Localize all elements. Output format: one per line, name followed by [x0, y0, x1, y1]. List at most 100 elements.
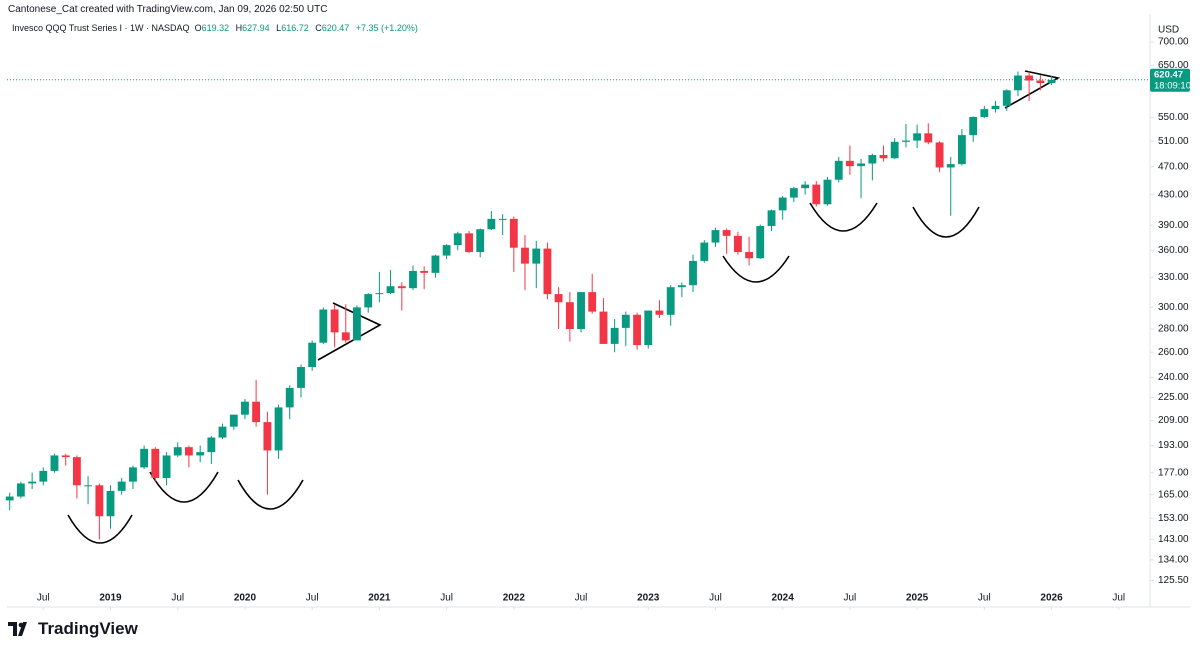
arc [722, 255, 790, 283]
x-tick-label: 2019 [99, 593, 122, 604]
logo-text: TradingView [38, 619, 138, 638]
candle-body [789, 188, 798, 198]
candle-body [677, 285, 686, 288]
y-tick-label: 470.00 [1158, 161, 1189, 172]
candle-body [633, 314, 642, 346]
legend: Invesco QQQ Trust Series I · 1W · NASDAQ… [12, 23, 422, 33]
candle-body [577, 292, 585, 330]
header: Cantonese_Cat created with TradingView.c… [8, 4, 328, 15]
candle-body [218, 426, 227, 438]
candle-body [1047, 79, 1056, 84]
candle-body [453, 233, 462, 246]
candle-body [487, 218, 496, 230]
candle-body [879, 155, 888, 159]
candle-body [140, 448, 149, 468]
candle-body [610, 327, 619, 344]
symbol: Invesco QQQ Trust Series I · 1W · NASDAQ [12, 23, 190, 33]
candle-body [969, 116, 978, 136]
ohlc-value: 619.32 [201, 23, 230, 33]
x-tick-label: 2023 [637, 593, 660, 604]
candle-body [554, 294, 563, 303]
x-tick-label: Jul [709, 593, 722, 604]
candle-body [924, 133, 933, 143]
candle-body [745, 252, 753, 259]
y-tick-label: 360.00 [1158, 245, 1189, 256]
candle-body [756, 226, 765, 259]
ohlc-value: 616.72 [281, 23, 309, 33]
candle-body [341, 332, 350, 341]
y-tick-label: 650.00 [1158, 60, 1189, 71]
candle-body [431, 255, 440, 273]
candle-body [184, 447, 193, 456]
logo-icon [8, 622, 27, 636]
candle-body [902, 140, 910, 142]
candle-body [733, 235, 742, 253]
ohlc-value: 627.94 [242, 23, 270, 33]
candle-body [1036, 80, 1045, 84]
arc [149, 471, 219, 503]
candle-body [207, 437, 216, 453]
y-tick-label: 260.00 [1158, 347, 1189, 358]
candle-body [588, 292, 597, 312]
annotations [67, 70, 1061, 544]
y-tick-label: 153.00 [1158, 513, 1189, 524]
x-tick-label: Jul [306, 593, 319, 604]
candle-body [397, 286, 406, 289]
candle-body [700, 242, 709, 261]
candle-body [599, 311, 608, 344]
candle-body [285, 387, 294, 408]
candle-body [621, 314, 630, 328]
candle-body [364, 294, 373, 308]
candle-body [644, 310, 653, 346]
x-tick-label: Jul [1112, 593, 1125, 604]
x-tick-label: Jul [575, 593, 588, 604]
candle-body [252, 401, 261, 423]
candle-body [1025, 75, 1034, 81]
ohlc-label: L [276, 23, 282, 33]
candle-body [84, 485, 92, 487]
candle-body [173, 447, 182, 456]
candle-body [801, 184, 810, 189]
candle-body [834, 160, 843, 180]
ohlc-label: H [235, 23, 243, 33]
candle-body [151, 448, 160, 479]
candle-body [50, 455, 59, 471]
candle-body [991, 105, 1000, 110]
candle-body [386, 286, 395, 294]
candle-body [28, 481, 37, 484]
candle-body [196, 452, 205, 456]
candle-body [476, 229, 485, 253]
change: +7.35 (+1.20%) [355, 23, 418, 33]
candle-body [95, 485, 104, 517]
candle-body [957, 135, 966, 165]
price-label: 620.47 [1154, 69, 1183, 80]
candle-body [442, 245, 451, 256]
candle-body [946, 164, 955, 168]
candle-body [106, 490, 115, 517]
y-tick-label: 700.00 [1158, 37, 1189, 48]
triangle [317, 302, 382, 361]
y-tick-label: 240.00 [1158, 372, 1189, 383]
candle-body [498, 218, 507, 220]
candle-body [319, 309, 328, 343]
candle-body [353, 307, 361, 341]
candle-body [521, 247, 529, 264]
candle-body [823, 179, 832, 205]
candle-body [543, 248, 552, 295]
candle-body [5, 496, 14, 501]
candle-body [129, 467, 137, 482]
y-tick-label: 165.00 [1158, 489, 1189, 500]
logo: TradingView [8, 619, 138, 639]
candle-body [465, 233, 473, 253]
ohlc-label: C [315, 23, 322, 33]
y-tick-label: 134.00 [1158, 554, 1189, 565]
x-tick-label: 2025 [906, 593, 929, 604]
x-tick-label: Jul [844, 593, 857, 604]
candle-body [39, 470, 48, 482]
y-tick-label: 225.00 [1158, 392, 1189, 403]
arc [912, 206, 980, 238]
candle-body [375, 293, 384, 295]
candle-body [274, 407, 283, 451]
candle-body [308, 342, 317, 368]
